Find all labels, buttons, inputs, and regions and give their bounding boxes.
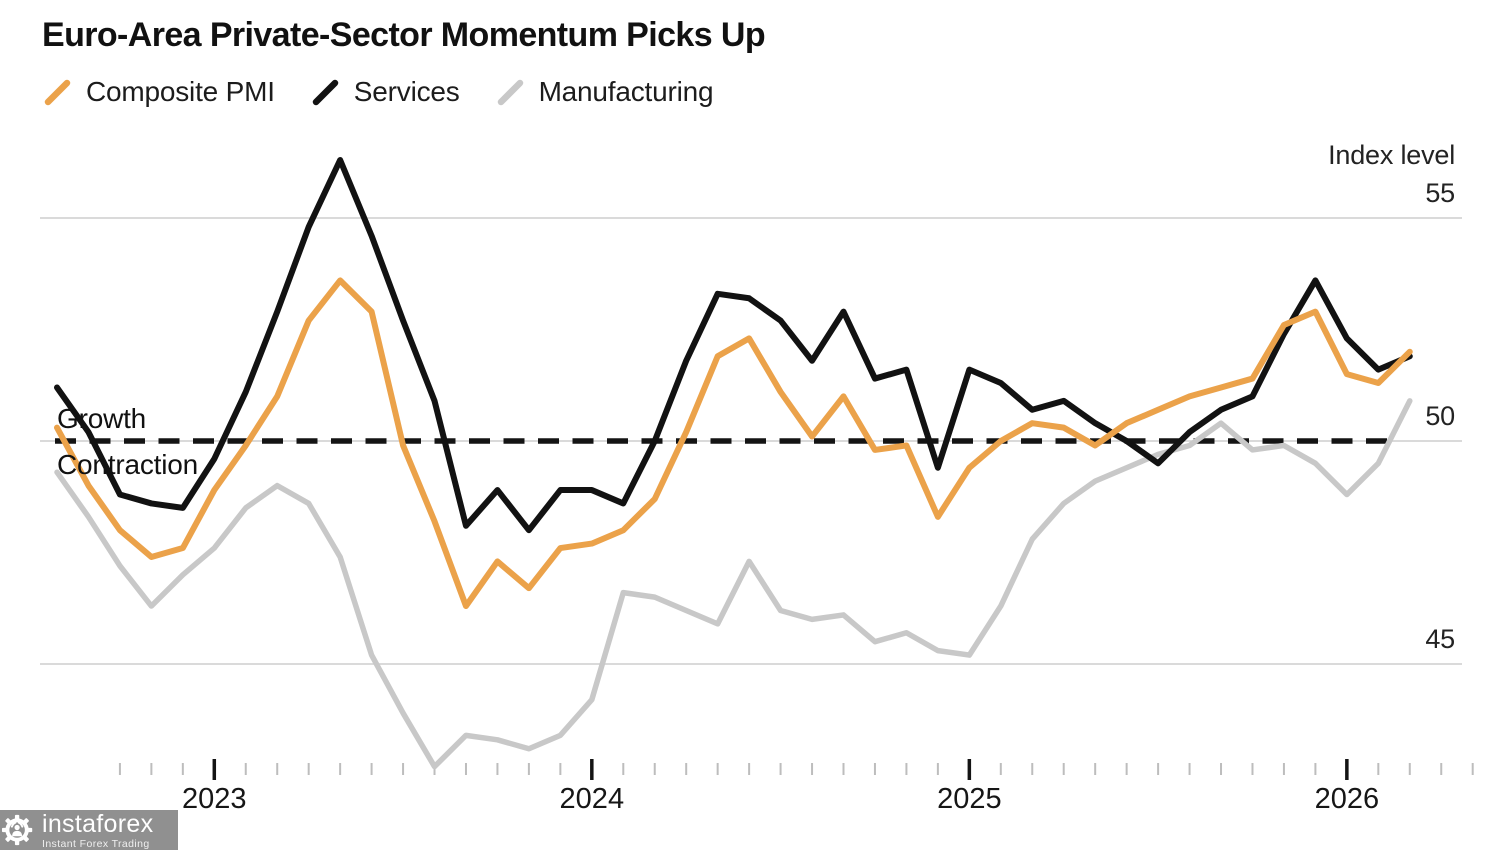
growth-label: Growth <box>57 403 147 434</box>
y-tick-50: 50 <box>1425 401 1455 431</box>
y-tick-55: 55 <box>1425 178 1455 208</box>
legend-item-composite: Composite PMI <box>44 76 275 108</box>
x-tick-2024: 2024 <box>559 783 625 815</box>
legend-label-services: Services <box>353 76 460 107</box>
chart-title: Euro-Area Private-Sector Momentum Picks … <box>42 16 766 54</box>
watermark-brand-name: instaforex <box>42 809 154 838</box>
services-slash-icon <box>312 79 339 105</box>
x-tick-2023: 2023 <box>182 783 247 815</box>
x-tick-2025: 2025 <box>937 783 1002 815</box>
x-tick-2026: 2026 <box>1314 783 1380 815</box>
instaforex-watermark: instaforex Instant Forex Trading <box>0 810 178 850</box>
legend-label-composite: Composite PMI <box>86 76 275 107</box>
y-tick-45: 45 <box>1425 624 1455 654</box>
services-line <box>54 157 1413 534</box>
manufacturing-slash-icon <box>497 79 523 105</box>
watermark-tagline: Instant Forex Trading <box>42 837 150 850</box>
legend: Composite PMI Services Manufacturing <box>44 76 714 108</box>
manufacturing-line <box>54 398 1413 770</box>
y-axis-unit-label: Index level <box>1328 140 1455 170</box>
instaforex-logo-icon <box>1 814 33 846</box>
legend-label-manufacturing: Manufacturing <box>538 76 714 107</box>
composite-pmi-line <box>54 277 1413 610</box>
x-axis-ticks <box>118 759 1474 780</box>
composite-slash-icon <box>44 79 71 105</box>
legend-item-services: Services <box>312 76 460 108</box>
contraction-label: Contraction <box>57 449 198 480</box>
legend-item-manufacturing: Manufacturing <box>497 76 714 108</box>
